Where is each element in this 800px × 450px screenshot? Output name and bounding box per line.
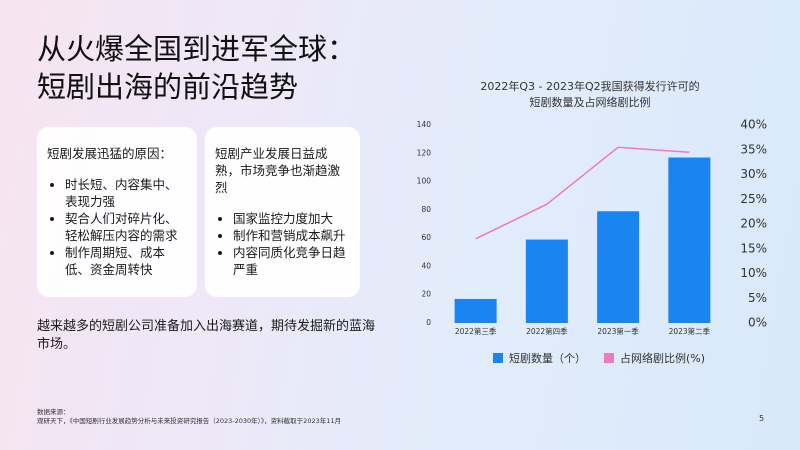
- y2-tick-label: 20%: [740, 217, 767, 231]
- bullet: 内容同质化竞争日趋严重: [233, 244, 350, 278]
- y2-tick-label: 5%: [748, 291, 767, 305]
- bullet-list: 国家监控力度加大制作和营销成本飙升内容同质化竞争日趋严重: [215, 210, 350, 278]
- y-tick-label: 120: [417, 148, 432, 157]
- y-tick-label: 20: [421, 290, 431, 299]
- y-tick-label: 40: [421, 261, 431, 270]
- x-tick-label: 2022第四季: [526, 326, 568, 336]
- bullet: 契合人们对碎片化、轻松解压内容的需求: [65, 210, 187, 244]
- y2-tick-label: 40%: [740, 118, 767, 132]
- bullet-list: 时长短、内容集中、表现力强契合人们对碎片化、轻松解压内容的需求制作周期短、成本低…: [47, 176, 187, 278]
- line: [475, 146, 690, 240]
- y-tick-label: 0: [426, 318, 431, 327]
- y-tick-label: 60: [421, 233, 431, 242]
- page-number: 5: [759, 414, 765, 423]
- summary: 越来越多的短剧公司准备加入出海赛道，期待发掘新的蓝海市场。: [37, 319, 376, 352]
- source-label: 数据来源：: [37, 408, 70, 416]
- y2-tick-label: 0%: [748, 316, 767, 330]
- y-tick-label: 100: [417, 177, 432, 186]
- card: 短剧发展迅猛的原因： 时长短、内容集中、表现力强契合人们对碎片化、轻松解压内容的需…: [37, 127, 197, 297]
- x-tick-label: 2023第二季: [669, 326, 711, 336]
- source: 数据来源： 观研天下，《中国短剧行业发展趋势分析与未来投资研究报告（2023-2…: [37, 408, 341, 426]
- chart-title: 短剧数量及占网络剧比例: [530, 95, 651, 109]
- title-line: 短剧出海的前沿趋势: [37, 70, 299, 104]
- card-heading: 短剧产业发展日益成熟，市场竞争也渐趋激烈: [215, 146, 341, 195]
- legend-label: 短剧数量（个）: [509, 351, 586, 365]
- source-text: 观研天下，《中国短剧行业发展趋势分析与未来投资研究报告（2023-2030年）》…: [37, 417, 341, 425]
- x-tick-label: 2022第三季: [455, 326, 497, 336]
- y2-tick-label: 30%: [740, 167, 767, 181]
- title-line: 从火爆全国到进军全球：: [37, 32, 357, 66]
- y2-tick-label: 10%: [740, 266, 767, 280]
- card: 短剧产业发展日益成熟，市场竞争也渐趋激烈国家监控力度加大制作和营销成本飙升内容同…: [205, 127, 360, 297]
- y-tick-label: 140: [417, 120, 432, 129]
- y-tick-label: 80: [421, 205, 431, 214]
- bullet: 制作和营销成本飙升: [233, 227, 350, 244]
- legend-label: 占网络剧比例(%): [620, 351, 705, 365]
- bar: [597, 211, 640, 323]
- bullet: 国家监控力度加大: [233, 210, 350, 227]
- card-heading: 短剧发展迅猛的原因：: [47, 146, 173, 161]
- y2-tick-label: 15%: [740, 241, 767, 255]
- x-tick-label: 2023第一季: [597, 326, 639, 336]
- chart-title: 2022年Q3 - 2023年Q2我国获得发行许可的: [480, 79, 699, 93]
- y2-tick-label: 25%: [740, 192, 767, 206]
- bar: [668, 157, 711, 323]
- bar: [454, 298, 497, 323]
- bullet: 制作周期短、成本低、资金周转快: [65, 244, 187, 278]
- legend-swatch: [604, 353, 614, 363]
- legend-swatch: [493, 353, 503, 363]
- y2-tick-label: 35%: [740, 142, 767, 156]
- bar: [525, 239, 568, 323]
- bullet: 时长短、内容集中、表现力强: [65, 176, 187, 210]
- slide-title: 从火爆全国到进军全球： 短剧出海的前沿趋势: [37, 30, 356, 106]
